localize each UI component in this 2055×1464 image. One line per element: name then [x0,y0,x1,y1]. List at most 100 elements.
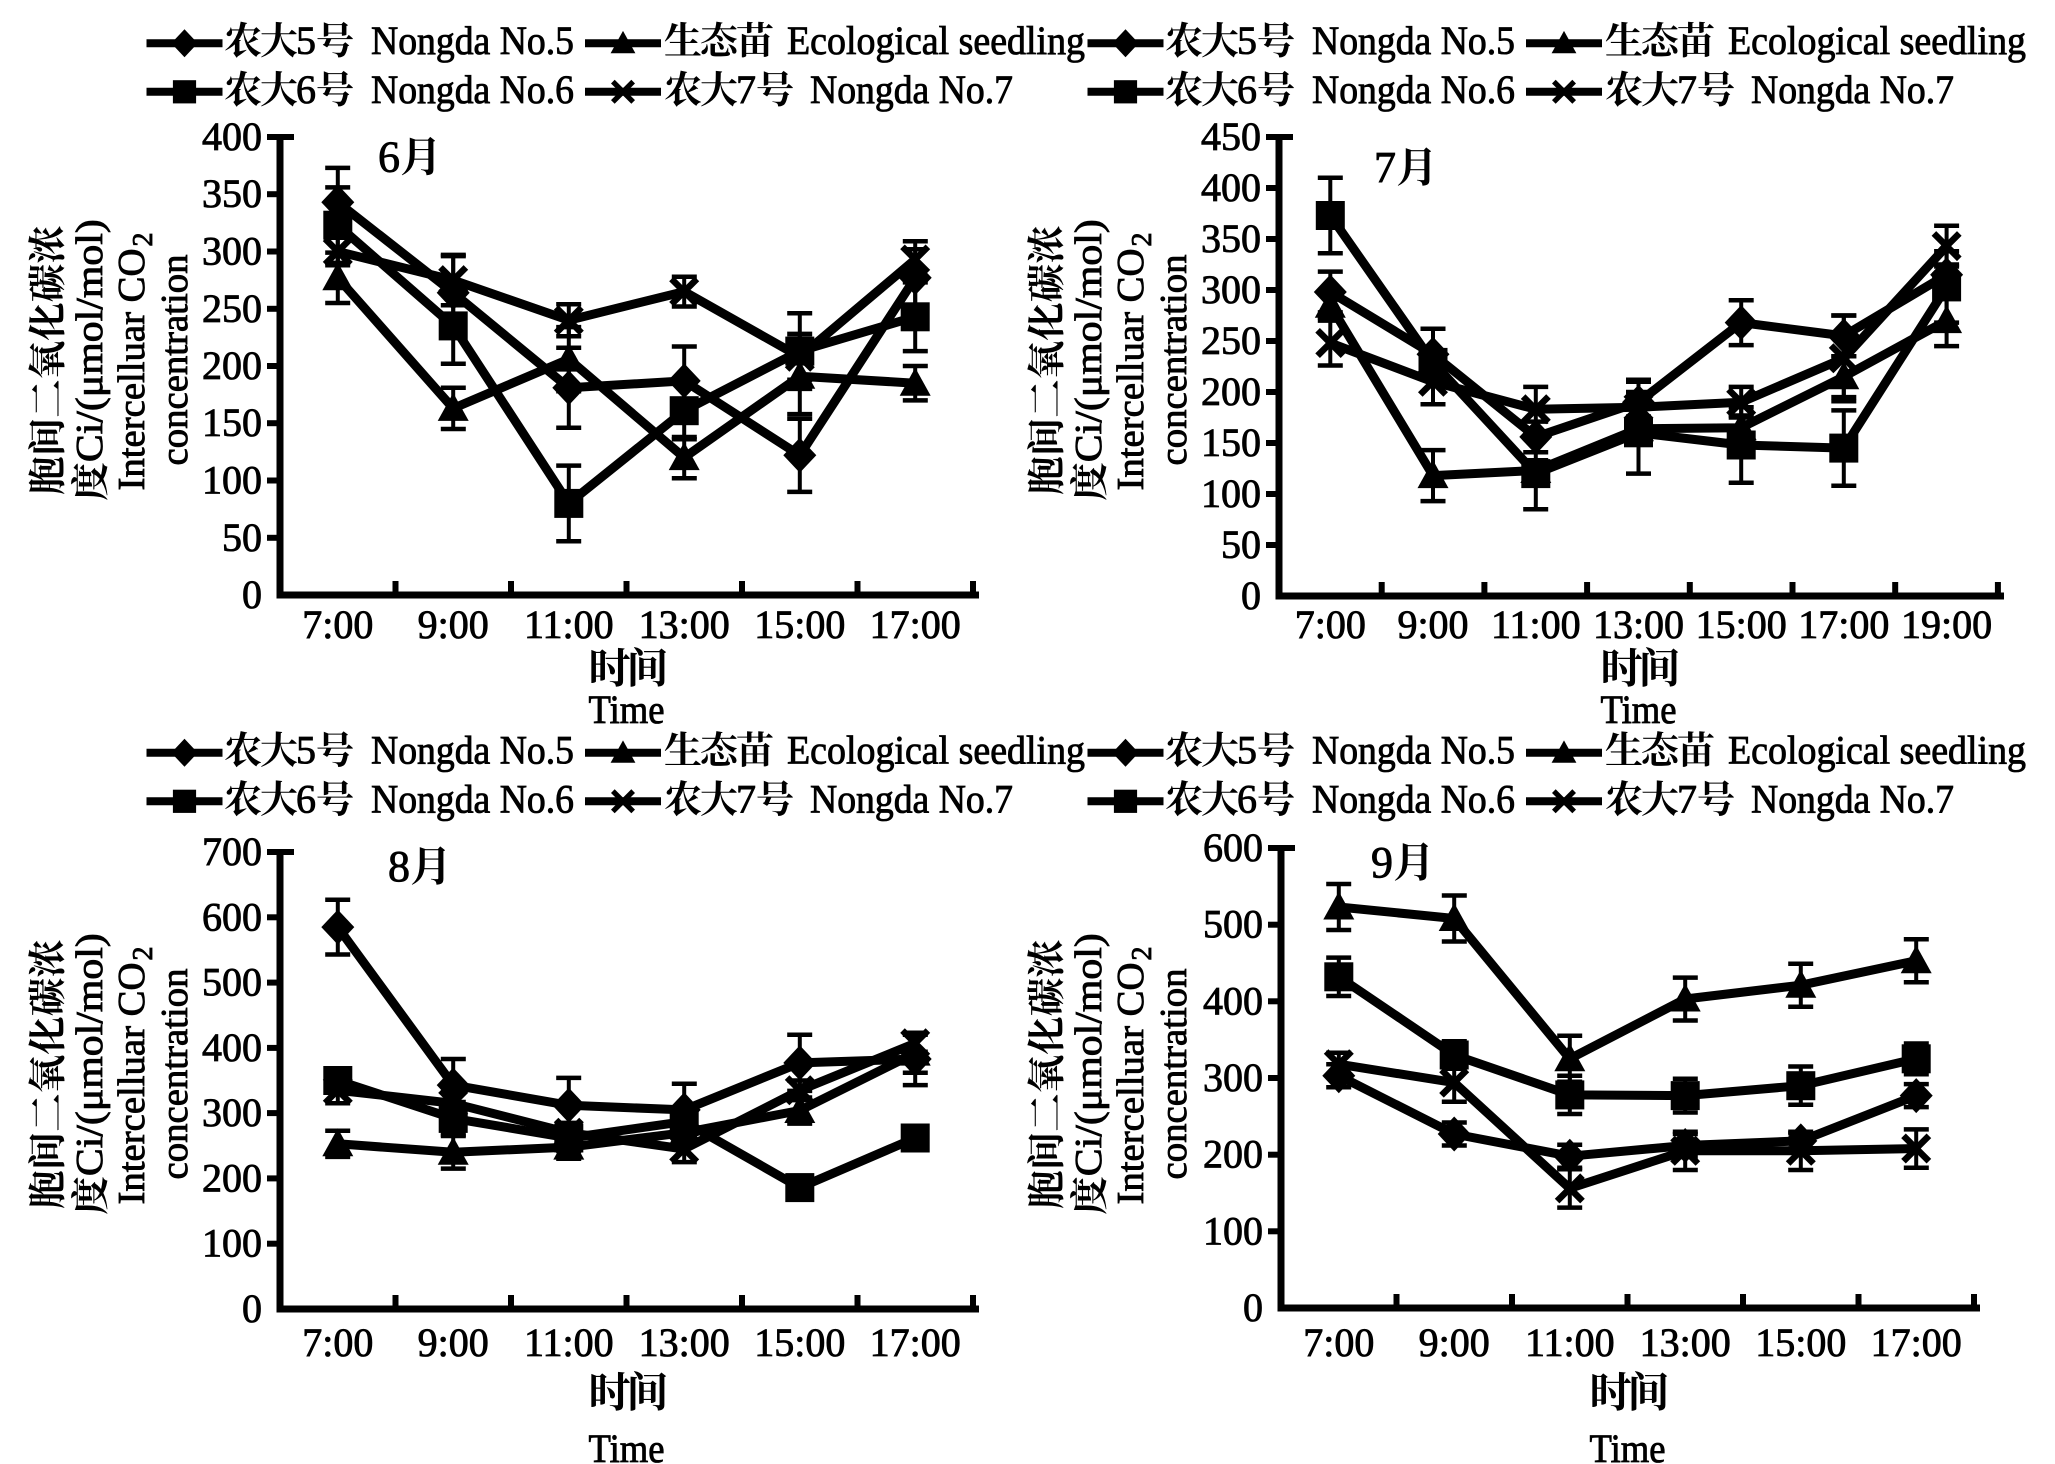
svg-text:Nongda No.6: Nongda No.6 [371,67,574,112]
svg-text:6: 6 [1237,777,1257,822]
svg-text:7: 7 [736,777,756,822]
svg-text:Ci/(μmol/mol): Ci/(μmol/mol) [1068,219,1110,462]
svg-text:350: 350 [1201,216,1261,261]
svg-text:11:00: 11:00 [524,1320,614,1365]
svg-text:Nongda No.6: Nongda No.6 [371,777,574,822]
svg-text:Intercelluar CO: Intercelluar CO [1110,249,1152,491]
svg-text:5: 5 [1237,18,1257,63]
svg-text:15:00: 15:00 [1755,1320,1846,1365]
svg-text:7:00: 7:00 [302,1320,373,1365]
svg-text:7:00: 7:00 [1295,602,1366,647]
svg-text:concentration: concentration [1153,969,1195,1180]
svg-text:150: 150 [1201,420,1261,465]
svg-text:15:00: 15:00 [1696,602,1787,647]
svg-text:concentration: concentration [154,255,196,466]
svg-text:Intercelluar CO: Intercelluar CO [111,249,153,491]
svg-text:13:00: 13:00 [639,602,730,647]
svg-text:Nongda No.5: Nongda No.5 [1312,728,1515,773]
svg-text:6: 6 [296,777,316,822]
svg-text:concentration: concentration [1153,255,1195,466]
svg-text:2: 2 [128,947,159,961]
svg-text:Nongda No.7: Nongda No.7 [810,67,1013,112]
svg-text:350: 350 [202,171,262,216]
svg-text:300: 300 [202,1090,262,1135]
svg-text:700: 700 [202,829,262,874]
svg-text:Time: Time [1590,1426,1666,1464]
svg-text:7: 7 [1374,143,1396,192]
svg-text:Nongda No.7: Nongda No.7 [810,777,1013,822]
svg-text:50: 50 [1221,522,1261,567]
svg-text:Nongda No.5: Nongda No.5 [1312,18,1515,63]
svg-text:250: 250 [202,286,262,331]
svg-text:7: 7 [736,67,756,112]
svg-text:Nongda No.6: Nongda No.6 [1312,777,1515,822]
svg-text:17:00: 17:00 [870,1320,961,1365]
svg-text:100: 100 [1203,1208,1263,1253]
svg-text:Ci/(μmol/mol): Ci/(μmol/mol) [69,219,111,462]
svg-text:2: 2 [1127,233,1158,247]
svg-text:9:00: 9:00 [418,602,489,647]
svg-text:600: 600 [202,894,262,939]
svg-text:300: 300 [1203,1055,1263,1100]
svg-text:Nongda No.5: Nongda No.5 [371,18,574,63]
svg-text:Ecological seedling: Ecological seedling [1728,18,2026,63]
svg-text:Ecological seedling: Ecological seedling [787,18,1085,63]
svg-text:9:00: 9:00 [418,1320,489,1365]
svg-text:50: 50 [222,515,262,560]
svg-text:concentration: concentration [154,969,196,1180]
svg-text:100: 100 [202,458,262,503]
svg-text:Intercelluar CO: Intercelluar CO [111,963,153,1205]
svg-text:7:00: 7:00 [302,602,373,647]
svg-text:15:00: 15:00 [754,1320,845,1365]
svg-text:Ecological seedling: Ecological seedling [787,728,1085,773]
svg-text:400: 400 [202,114,262,159]
svg-text:19:00: 19:00 [1901,602,1992,647]
svg-text:200: 200 [1201,369,1261,414]
svg-text:Nongda No.6: Nongda No.6 [1312,67,1515,112]
svg-text:600: 600 [1203,825,1263,870]
svg-text:500: 500 [202,960,262,1005]
svg-text:17:00: 17:00 [1871,1320,1962,1365]
svg-text:6: 6 [296,67,316,112]
svg-text:11:00: 11:00 [524,602,614,647]
svg-text:9:00: 9:00 [1419,1320,1490,1365]
svg-text:13:00: 13:00 [1640,1320,1731,1365]
svg-text:400: 400 [1203,978,1263,1023]
svg-text:Time: Time [589,687,665,732]
svg-text:6: 6 [378,133,400,182]
svg-text:Ecological seedling: Ecological seedling [1728,728,2026,773]
svg-text:300: 300 [202,229,262,274]
svg-text:5: 5 [1237,728,1257,773]
svg-text:250: 250 [1201,318,1261,363]
svg-text:17:00: 17:00 [1798,602,1889,647]
svg-text:13:00: 13:00 [639,1320,730,1365]
svg-text:Ci/(μmol/mol): Ci/(μmol/mol) [1068,933,1110,1176]
svg-text:400: 400 [1201,165,1261,210]
svg-text:Nongda No.7: Nongda No.7 [1751,67,1954,112]
svg-text:Nongda No.5: Nongda No.5 [371,728,574,773]
svg-text:500: 500 [1203,902,1263,947]
svg-text:Time: Time [589,1426,665,1464]
svg-text:0: 0 [1241,573,1261,618]
svg-text:9: 9 [1371,838,1393,887]
svg-text:6: 6 [1237,67,1257,112]
svg-text:13:00: 13:00 [1593,602,1684,647]
svg-text:2: 2 [128,233,159,247]
svg-text:Ci/(μmol/mol): Ci/(μmol/mol) [69,933,111,1176]
svg-text:150: 150 [202,400,262,445]
svg-text:200: 200 [202,1155,262,1200]
svg-text:5: 5 [296,728,316,773]
svg-text:0: 0 [1243,1285,1263,1330]
svg-text:450: 450 [1201,114,1261,159]
svg-text:100: 100 [202,1221,262,1266]
svg-text:400: 400 [202,1025,262,1070]
svg-text:7: 7 [1677,67,1697,112]
svg-text:11:00: 11:00 [1525,1320,1615,1365]
svg-text:15:00: 15:00 [754,602,845,647]
svg-text:5: 5 [296,18,316,63]
svg-text:200: 200 [1203,1132,1263,1177]
svg-text:7: 7 [1677,777,1697,822]
svg-text:8: 8 [388,842,410,891]
svg-text:17:00: 17:00 [870,602,961,647]
svg-text:0: 0 [242,1286,262,1331]
